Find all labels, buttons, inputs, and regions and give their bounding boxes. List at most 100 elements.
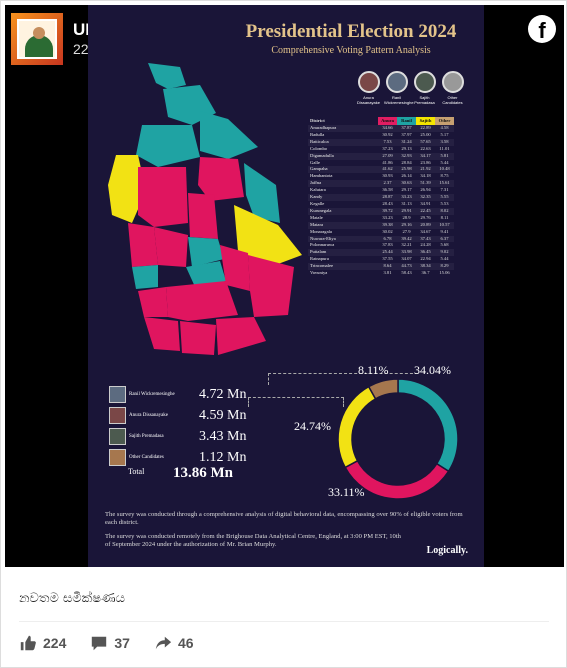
legend-other: Other Candidates 1.12 Mn [109, 448, 259, 467]
district-value: 11.01 [439, 145, 450, 151]
table-row: Anuradhapura 34.66 37.87 22.89 4.58 [308, 125, 454, 132]
district-name: Matale [310, 214, 323, 220]
district-name: Colombo [310, 145, 328, 151]
legend-name: Other Candidates [129, 454, 164, 460]
district-value: 9.41 [440, 228, 449, 234]
district-value: 6.37 [435, 235, 454, 243]
map-kurunegala [138, 167, 188, 227]
legend-name: Anura Dissanayake [129, 412, 169, 418]
district-value: 7.53 [378, 138, 397, 146]
district-name: Polonnaruwa [310, 242, 335, 248]
district-value: 34.17 [416, 152, 435, 160]
district-value: 33.23 [382, 214, 393, 220]
district-value: 25.44 [378, 249, 397, 257]
map-trincomalee [200, 111, 258, 159]
district-value: 32.35 [416, 194, 435, 201]
district-value: 10.48 [435, 166, 454, 174]
district-value: 27.09 [378, 152, 397, 160]
legend-name: Ranil Wickremesinghe [129, 391, 175, 397]
district-value: 29.17 [401, 187, 412, 193]
map-colombo [132, 265, 158, 289]
avatar [385, 71, 408, 93]
district-value: 28.9 [402, 214, 411, 220]
district-value: 22.94 [420, 256, 431, 262]
table-row: Hambantota 30.93 26.14 34.18 8.75 [308, 173, 454, 180]
district-value: 8.64 [378, 263, 397, 271]
district-value: 41.86 [382, 159, 393, 165]
col-sajith: Sajith [416, 117, 435, 125]
district-value: 26.94 [420, 187, 431, 193]
avatar [413, 71, 436, 93]
district-value: 58.43 [401, 270, 412, 276]
district-value: 8.11 [440, 214, 449, 220]
district-value: 30.63 [397, 180, 416, 188]
district-value: 37.87 [397, 125, 416, 132]
col-anura: Anura [378, 117, 397, 125]
district-value: 36.45 [416, 249, 435, 257]
page-avatar[interactable] [11, 13, 63, 65]
donut-label-other: 8.11% [358, 363, 389, 377]
sri-lanka-map [108, 63, 302, 355]
table-row: Galle 41.86 28.84 23.86 5.44 [308, 160, 454, 167]
comment-count: 37 [114, 635, 130, 651]
comment-group[interactable]: 37 [90, 634, 130, 652]
district-value: 28.84 [401, 159, 412, 165]
map-kalutara [138, 287, 168, 317]
district-value: 9.02 [435, 249, 454, 257]
share-icon [155, 636, 172, 650]
district-name: Matara [308, 221, 378, 229]
candidate-name: Other Candidates [442, 95, 463, 105]
logically-logo: Logically. [426, 545, 468, 556]
share-group[interactable]: 46 [154, 634, 194, 652]
district-name: Nuwara-Eliya [308, 235, 378, 243]
table-row: Jaffna 2.37 30.63 51.39 15.61 [308, 180, 454, 188]
district-value: 51.39 [416, 180, 435, 188]
candidate-ranil: Ranil Wickremesinghe [384, 71, 414, 105]
district-value: 37.55 [382, 256, 393, 262]
table-row: Batticaloa 7.53 31.24 57.65 3.58 [308, 138, 454, 146]
avatar [109, 386, 126, 403]
district-name: Ratnapura [310, 256, 329, 262]
district-value: 36.58 [382, 187, 393, 193]
district-value: 38.34 [416, 263, 435, 271]
map-kegalle [154, 227, 188, 267]
district-name: Monaragala [310, 228, 332, 234]
district-name: Kurunegala [308, 207, 378, 215]
district-value: 20.89 [416, 221, 435, 229]
district-value: 37.83 [382, 242, 393, 248]
district-value: 34.66 [378, 125, 397, 132]
district-value: 31.13 [401, 200, 412, 206]
connector-line [248, 397, 344, 407]
district-value: 39.38 [378, 221, 397, 229]
total-value: 13.86 Mn [173, 465, 233, 481]
map-ratnapura [166, 281, 238, 321]
district-value: 3.58 [435, 138, 454, 146]
district-value: 44.73 [397, 263, 416, 271]
legend-name: Sajith Premadasa [129, 433, 164, 439]
district-value: 15.61 [435, 180, 454, 188]
district-name: Anuradhapura [308, 125, 378, 132]
map-digamadulla [234, 205, 302, 267]
col-district: District [310, 117, 325, 123]
district-value: 31.24 [397, 138, 416, 146]
map-anuradhapura [136, 125, 200, 167]
table-row: Badulla 30.92 37.97 25.00 5.17 [308, 132, 454, 139]
district-value: 6.78 [378, 235, 397, 243]
district-name: Puttalam [308, 249, 378, 257]
like-group[interactable]: 224 [19, 634, 66, 652]
district-value: 2.37 [378, 180, 397, 188]
district-value: 36.7 [421, 270, 430, 276]
legend-value: 4.72 Mn [199, 386, 247, 402]
avatar [109, 428, 126, 445]
col-ranil: Ranil [397, 117, 416, 125]
district-name: Jaffna [308, 180, 378, 188]
district-value: 24.28 [420, 242, 431, 248]
map-matale [188, 193, 218, 239]
district-value: 5.44 [440, 159, 449, 165]
district-value: 29.76 [420, 214, 431, 220]
district-value: 29.13 [401, 145, 412, 151]
district-value: 41.62 [378, 166, 397, 174]
district-value: 23.86 [420, 159, 431, 165]
district-value: 34.07 [401, 256, 412, 262]
facebook-logo-icon[interactable]: f [528, 15, 556, 43]
